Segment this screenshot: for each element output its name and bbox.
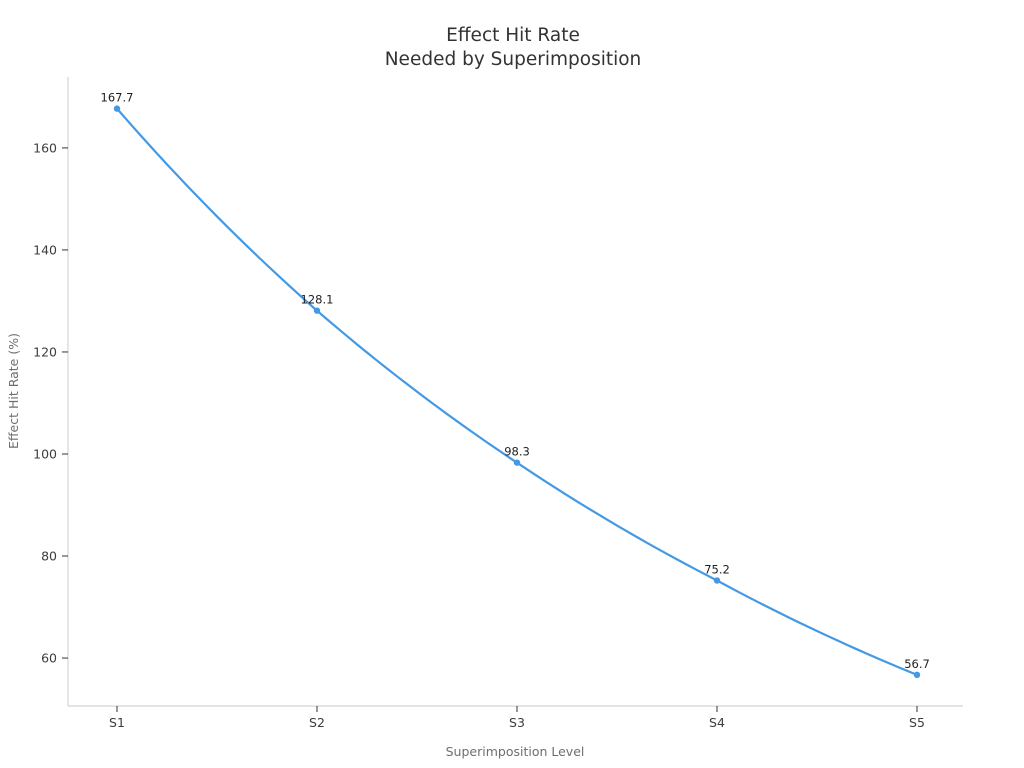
y-axis-tick-label: 100 xyxy=(33,446,57,461)
x-axis-tick-label: S4 xyxy=(709,715,725,730)
y-axis-tick-label: 160 xyxy=(33,140,57,155)
y-axis-tick-label: 80 xyxy=(41,549,57,564)
data-point-marker xyxy=(513,459,521,466)
x-axis-tick-label: S2 xyxy=(309,715,325,730)
chart-title-line1: Effect Hit Rate xyxy=(446,25,580,46)
x-axis-title: Superimposition Level xyxy=(446,744,585,759)
data-point-marker xyxy=(313,307,321,314)
y-axis-tick-label: 140 xyxy=(33,242,57,257)
data-point-label: 75.2 xyxy=(704,563,730,577)
y-axis-title: Effect Hit Rate (%) xyxy=(6,333,21,449)
plot-area: 60 80 100 120 140 160 S1 S2 S3 S4 S5 167.7 128.1 98.3… xyxy=(33,77,963,730)
data-point-label: 56.7 xyxy=(904,657,930,671)
trend-line xyxy=(115,107,919,676)
data-point-label: 98.3 xyxy=(504,445,530,459)
x-axis-tick-label: S5 xyxy=(909,715,925,730)
data-point-label: 128.1 xyxy=(301,293,334,307)
data-point-marker xyxy=(913,671,921,679)
chart-title-line2: Needed by Superimposition xyxy=(385,49,642,70)
x-axis-tick-label: S1 xyxy=(109,715,125,730)
y-axis-tick-label: 120 xyxy=(33,344,57,359)
data-point-marker xyxy=(713,577,721,584)
x-axis-tick-label: S3 xyxy=(509,715,525,730)
y-axis-tick-label: 60 xyxy=(41,651,57,666)
data-point-label: 167.7 xyxy=(101,91,134,105)
data-point-marker xyxy=(113,105,121,112)
